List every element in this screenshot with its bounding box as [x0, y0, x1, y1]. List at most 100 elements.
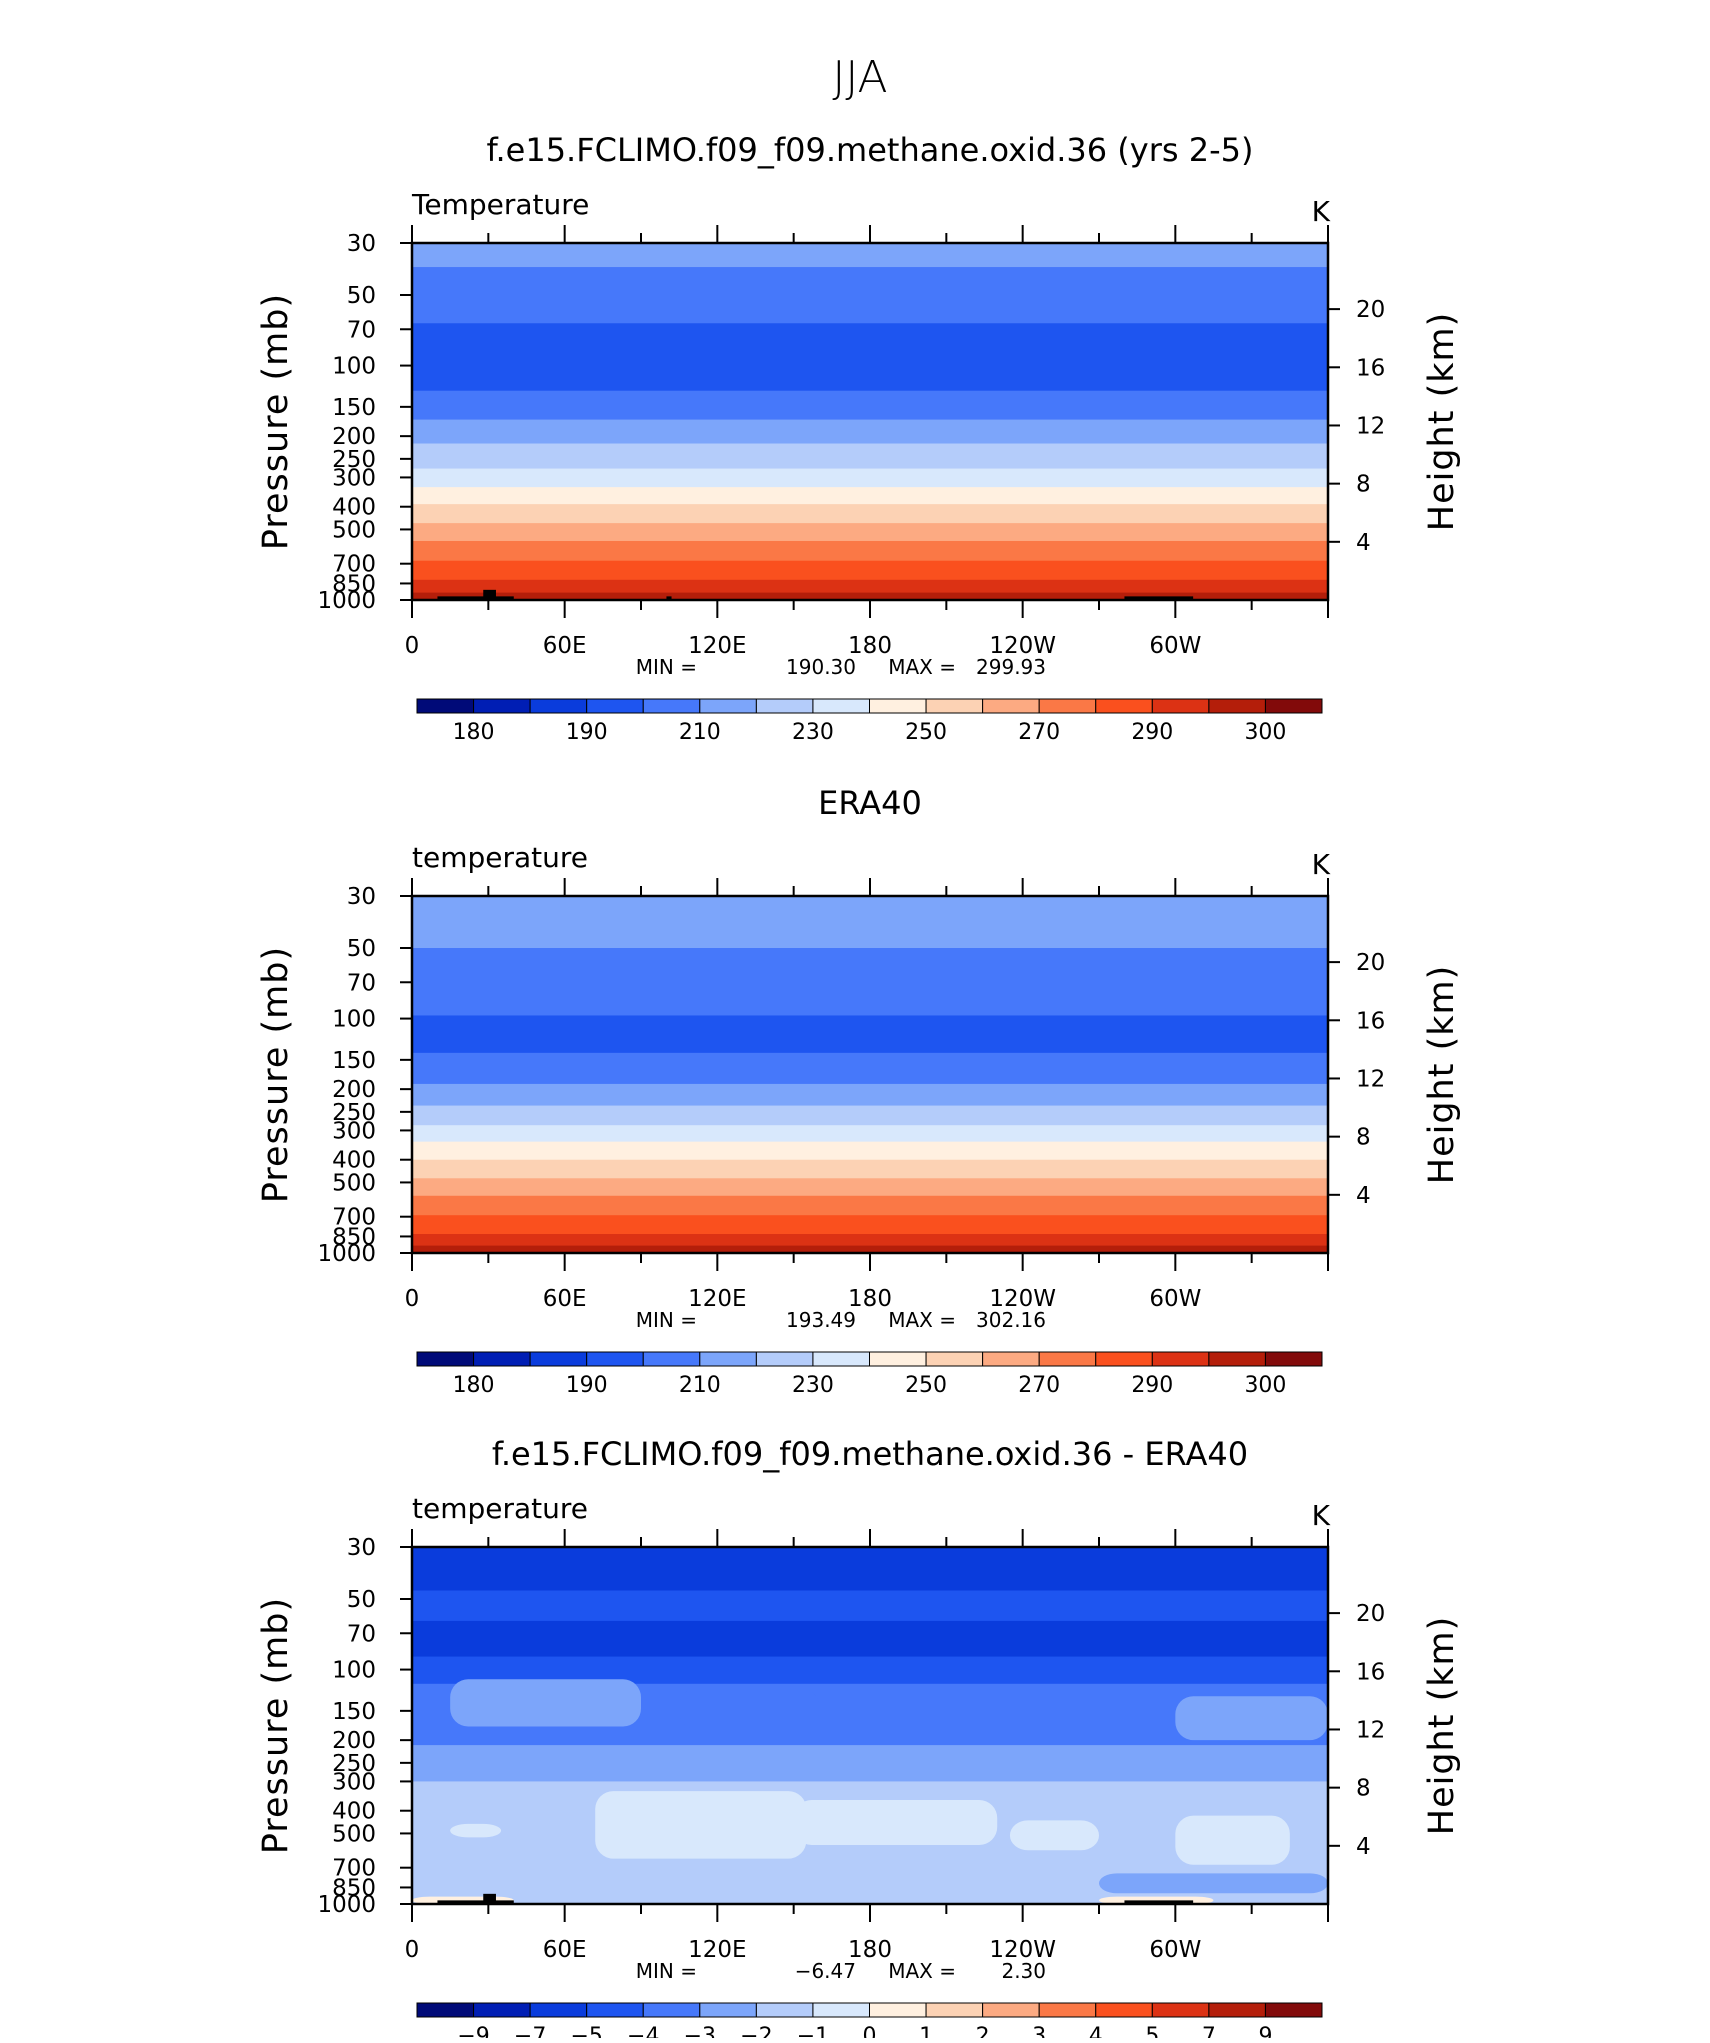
- panel-2: ERA40 temperature K 0 60E 120E 180 120W 60W 30 50 7…: [256, 784, 1462, 1398]
- max-label: MAX =: [888, 1959, 956, 1983]
- colorbar-box: [699, 698, 757, 714]
- contour-band: [412, 1745, 1328, 1782]
- contour-band: [412, 243, 1328, 268]
- colorbar-label: 180: [453, 1373, 495, 1398]
- colorbar-box: [586, 1351, 644, 1367]
- colorbar-label: 1: [919, 2024, 933, 2038]
- colorbar-box: [1208, 2002, 1266, 2018]
- colorbar-label: −4: [627, 2024, 659, 2038]
- y-tick-label: 30: [347, 1535, 376, 1561]
- contour-patch: [1009, 1820, 1099, 1851]
- y-right-tick-label: 20: [1356, 950, 1385, 976]
- y-tick-label: 150: [332, 1048, 376, 1074]
- colorbar-label: 250: [905, 720, 947, 745]
- y-right-tick-label: 4: [1356, 1183, 1371, 1209]
- x-tick-label: 0: [405, 1937, 420, 1963]
- topography: [1124, 1900, 1194, 1904]
- x-tick-label: 60E: [543, 633, 587, 659]
- y-right-axis-title: Height (km): [1422, 965, 1462, 1185]
- y-tick-label: 700: [332, 552, 376, 578]
- colorbar-label: 3: [1032, 2024, 1046, 2038]
- right-string: K: [1312, 1499, 1331, 1532]
- colorbar-label: −9: [457, 2024, 489, 2038]
- y-tick-label: 500: [332, 1821, 376, 1847]
- x-tick-label: 120W: [989, 1937, 1056, 1963]
- topography: [666, 596, 672, 600]
- max-value: 2.30: [1001, 1959, 1046, 1983]
- contour-band: [412, 504, 1328, 524]
- topography: [437, 1900, 514, 1904]
- figure-title: JJA: [832, 52, 887, 103]
- left-string: temperature: [412, 1492, 588, 1525]
- y-tick-label: 1000: [317, 1892, 376, 1918]
- y-right-tick-label: 4: [1356, 530, 1371, 556]
- y-tick-label: 50: [347, 1587, 376, 1613]
- min-label: MIN =: [636, 655, 697, 679]
- y-tick-label: 700: [332, 1856, 376, 1882]
- panel-title: f.e15.FCLIMO.f09_f09.methane.oxid.36 (yr…: [487, 131, 1254, 169]
- y-tick-label: 30: [347, 884, 376, 910]
- contour-patch: [1175, 1696, 1328, 1741]
- y-tick-label: 100: [332, 1007, 376, 1033]
- panel-title: ERA40: [818, 784, 922, 822]
- colorbar-box: [812, 698, 870, 714]
- contour-patch: [679, 1688, 820, 1730]
- colorbar-box: [699, 2002, 757, 2018]
- min-value: −6.47: [795, 1959, 856, 1983]
- y-tick-label: 850: [332, 1875, 376, 1901]
- panel-3: f.e15.FCLIMO.f09_f09.methane.oxid.36 - E…: [256, 1435, 1462, 2043]
- y-tick-label: 250: [332, 447, 376, 473]
- y-tick-label: 1000: [317, 588, 376, 614]
- y-right-tick-label: 12: [1356, 1066, 1385, 1092]
- colorbar-box: [1095, 2002, 1153, 2018]
- colorbar-box: [473, 1351, 531, 1367]
- y-right-tick-label: 16: [1356, 355, 1385, 381]
- max-value: 299.93: [976, 655, 1046, 679]
- x-tick-label: 120W: [989, 1286, 1056, 1312]
- max-label: MAX =: [888, 655, 956, 679]
- colorbar-box: [416, 698, 475, 714]
- x-tick-label: 180: [848, 1286, 892, 1312]
- contour-band: [412, 1083, 1328, 1107]
- contour-band: [412, 419, 1328, 445]
- colorbar-label: 4: [1089, 2024, 1103, 2038]
- colorbar-label: 7: [1202, 2024, 1216, 2038]
- colorbar-label: 210: [679, 720, 721, 745]
- colorbar-box: [586, 698, 644, 714]
- y-right-tick-label: 4: [1356, 1834, 1371, 1860]
- panel-1: f.e15.FCLIMO.f09_f09.methane.oxid.36 (yr…: [256, 131, 1462, 745]
- contour-band: [412, 323, 1328, 392]
- y-tick-label: 250: [332, 1100, 376, 1126]
- colorbar-label: 250: [905, 1373, 947, 1398]
- y-right-tick-label: 20: [1356, 297, 1385, 323]
- colorbar-label: −7: [514, 2024, 546, 2038]
- colorbar-box: [812, 1351, 870, 1367]
- y-right-tick-label: 8: [1356, 472, 1371, 498]
- y-right-tick-label: 12: [1356, 413, 1385, 439]
- contour-band: [412, 443, 1328, 470]
- contour-band: [412, 579, 1328, 594]
- contour-band: [412, 1159, 1328, 1179]
- colorbar-box: [642, 2002, 701, 2018]
- y-tick-label: 500: [332, 517, 376, 543]
- y-right-tick-label: 8: [1356, 1125, 1371, 1151]
- y-tick-label: 300: [332, 465, 376, 491]
- colorbar-box: [529, 1351, 588, 1367]
- y-axis-title: Pressure (mb): [256, 293, 296, 550]
- contour-band: [412, 592, 1328, 600]
- min-label: MIN =: [636, 1959, 697, 1983]
- y-tick-label: 200: [332, 1077, 376, 1103]
- contour-patch: [1099, 1873, 1328, 1894]
- colorbar-box: [1208, 1351, 1266, 1367]
- topography: [437, 596, 514, 600]
- contour-patch: [793, 1799, 998, 1845]
- max-label: MAX =: [888, 1308, 956, 1332]
- panel-title: f.e15.FCLIMO.f09_f09.methane.oxid.36 - E…: [492, 1435, 1248, 1473]
- colorbar-box: [755, 698, 814, 714]
- contour-band: [412, 267, 1328, 324]
- colorbar-box: [982, 2002, 1040, 2018]
- right-string: K: [1312, 848, 1331, 881]
- y-tick-label: 200: [332, 424, 376, 450]
- contour-band: [412, 1141, 1328, 1161]
